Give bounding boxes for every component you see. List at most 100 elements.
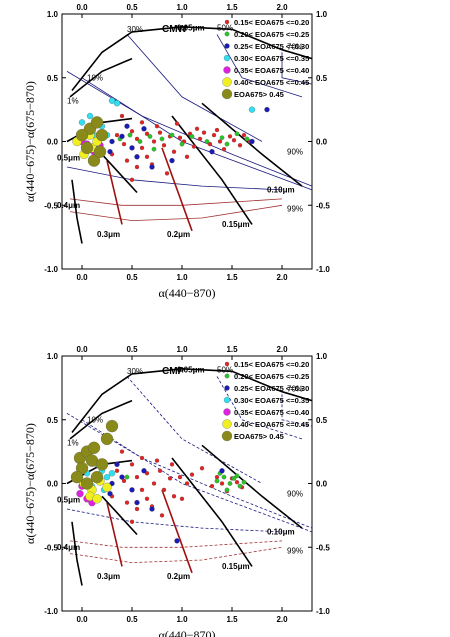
annotation-label: 99%	[287, 205, 303, 214]
data-point	[134, 136, 140, 142]
data-point	[171, 494, 177, 499]
grid-line	[281, 52, 313, 85]
data-point	[194, 126, 200, 131]
annotation-label: 70%	[287, 385, 303, 394]
y-tick-label-right: 0.0	[316, 480, 328, 489]
data-point	[92, 494, 102, 504]
legend-label: 0.20< EOA675 <=0.25	[234, 30, 309, 39]
data-point	[124, 500, 130, 505]
data-point	[241, 479, 247, 485]
data-point	[134, 506, 140, 512]
data-point	[139, 455, 145, 461]
curve	[201, 444, 303, 529]
data-point	[249, 138, 255, 145]
y-tick-label: -1.0	[44, 607, 58, 616]
annotation-label: 0.3μm	[97, 572, 120, 581]
data-point	[214, 474, 220, 480]
data-point	[248, 106, 256, 113]
data-point	[201, 130, 207, 135]
x-tick-label: 1.5	[226, 615, 238, 624]
legend-label: 0.25< EOA675 <=0.30	[234, 384, 309, 393]
legend-label: 0.35< EOA675 <=0.40	[234, 408, 309, 417]
grid-line	[81, 419, 313, 533]
data-point	[217, 139, 223, 144]
data-point	[141, 468, 147, 474]
x-tick-label-top: 0.5	[126, 3, 138, 12]
grid-line	[126, 34, 263, 142]
y-tick-label: 0.0	[47, 138, 59, 147]
data-point	[167, 476, 173, 481]
grid-line	[69, 198, 283, 206]
annotation-label: 0.5μm	[57, 154, 80, 163]
grid-line	[216, 34, 303, 98]
legend-marker	[221, 430, 233, 442]
legend-label: 0.30< EOA675 <=0.35	[234, 54, 309, 63]
data-point	[75, 128, 89, 142]
data-point	[169, 132, 175, 138]
annotation-label: 70%	[287, 43, 303, 52]
data-point	[231, 138, 237, 143]
data-point	[141, 126, 147, 132]
annotation-label: 50%	[217, 24, 233, 33]
y-tick-label: 0.0	[47, 480, 59, 489]
data-point	[179, 141, 185, 147]
data-point	[93, 145, 107, 158]
legend-label: 0.15< EOA675 <=0.20	[234, 18, 309, 27]
x-tick-label-top: 1.0	[176, 345, 188, 354]
annotation-label: 0.4μm	[57, 543, 80, 552]
data-point	[90, 470, 104, 484]
x-tick-label-top: 0.0	[76, 345, 88, 354]
y-tick-label: -0.5	[44, 201, 58, 210]
data-point	[121, 141, 127, 147]
data-point	[234, 473, 240, 479]
curve	[101, 495, 138, 536]
grid-line	[281, 394, 313, 427]
data-point	[139, 145, 145, 151]
data-point	[171, 149, 177, 154]
annotation-label: 0.4μm	[57, 201, 80, 210]
annotation-label: 0.10μm	[267, 528, 295, 537]
data-point	[149, 506, 155, 512]
data-point	[214, 478, 220, 484]
data-point	[134, 164, 140, 170]
data-point	[107, 149, 113, 155]
data-point	[147, 134, 153, 139]
annotation-label: 0.05μm	[177, 24, 205, 33]
annotation-label: 10%	[87, 415, 103, 424]
data-point	[95, 458, 109, 471]
data-point	[107, 491, 113, 497]
annotation-label: 30%	[127, 367, 143, 376]
y-axis-label: α(440−675)−α(675−870)	[23, 423, 37, 544]
x-tick-label: 0.0	[76, 615, 88, 624]
annotation-label: 0.3μm	[97, 230, 120, 239]
annotation-label: 90%	[287, 489, 303, 498]
y-tick-label: 0.5	[47, 416, 59, 425]
x-tick-label-top: 0.5	[126, 345, 138, 354]
data-point	[189, 134, 195, 139]
data-point	[157, 468, 163, 473]
x-tick-label-top: 2.0	[276, 345, 288, 354]
x-tick-label: 1.0	[176, 615, 188, 624]
data-point	[159, 136, 165, 142]
curve	[161, 489, 193, 574]
data-point	[144, 154, 150, 159]
legend-marker	[223, 54, 231, 62]
curve	[201, 102, 303, 187]
y-tick-label: 1.0	[47, 352, 59, 361]
x-tick-label-top: 2.0	[276, 3, 288, 12]
curve	[71, 521, 83, 586]
data-point	[164, 171, 170, 176]
data-point	[119, 113, 125, 119]
y-tick-label-right: 1.0	[316, 352, 328, 361]
data-point	[219, 468, 225, 474]
annotation-label: 90%	[287, 147, 303, 156]
legend-label: 0.40< EOA675 <=0.45	[234, 78, 309, 87]
data-point	[70, 470, 84, 484]
x-tick-label: 0.5	[126, 273, 138, 282]
data-point	[119, 449, 125, 454]
data-point	[103, 473, 111, 481]
x-tick-label-top: 0.0	[76, 3, 88, 12]
legend-marker	[223, 396, 231, 404]
data-point	[139, 487, 145, 493]
